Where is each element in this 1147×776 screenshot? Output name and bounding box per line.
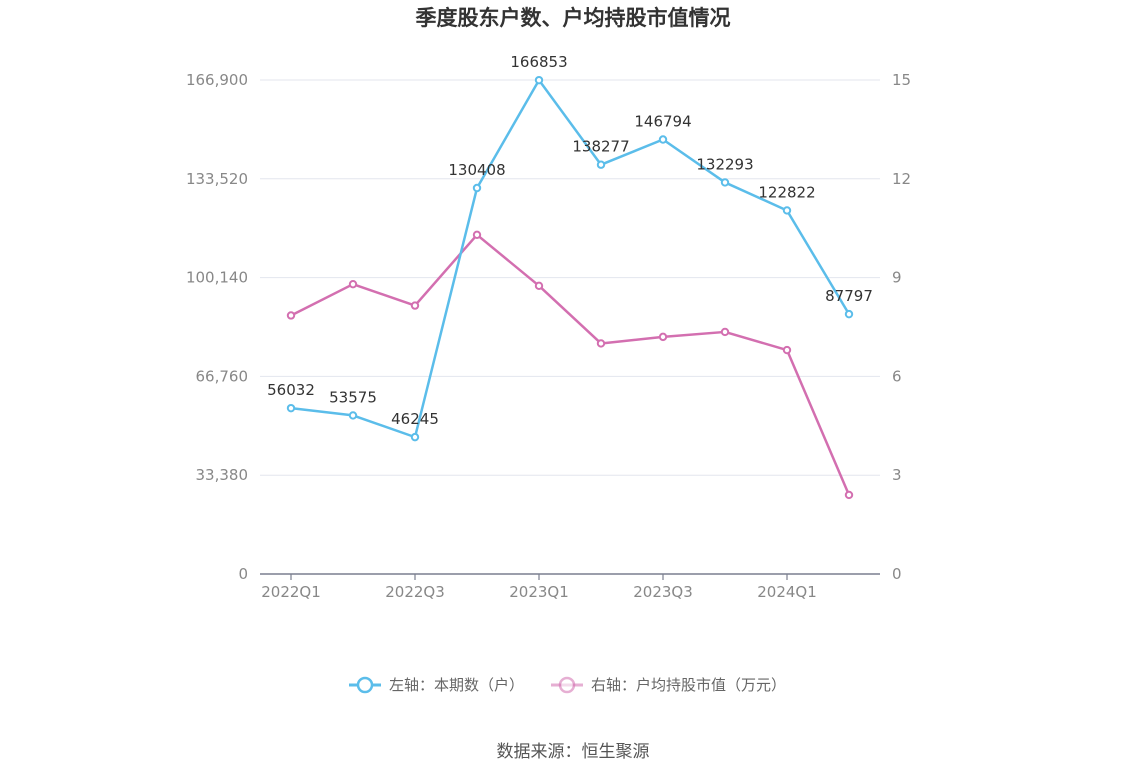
- data-label: 87797: [825, 287, 873, 305]
- legend-item-left[interactable]: 左轴：本期数（户）: [349, 676, 524, 694]
- right-tick-label: 15: [892, 71, 911, 89]
- data-point-right[interactable]: [348, 279, 358, 289]
- legend-label-right: 右轴：户均持股市值（万元）: [591, 676, 786, 694]
- data-point-left[interactable]: [472, 183, 482, 193]
- data-point-right[interactable]: [596, 339, 606, 348]
- left-tick-label: 66,760: [196, 367, 249, 385]
- x-tick-label: 2024Q1: [757, 583, 817, 601]
- series-layer: 56032 53575 46245 130408 166853 138277 146794 1…: [267, 53, 873, 500]
- chart-title: 季度股东户数、户均持股市值情况: [416, 6, 731, 30]
- data-label: 138277: [572, 138, 629, 156]
- data-label: 122822: [758, 183, 815, 201]
- data-point-left[interactable]: [844, 309, 854, 319]
- x-tick-label: 2023Q1: [509, 583, 569, 601]
- data-point-right[interactable]: [286, 311, 296, 320]
- series-line-right: [290, 233, 851, 496]
- left-tick-label: 166,900: [186, 71, 248, 89]
- legend: 左轴：本期数（户） 右轴：户均持股市值（万元）: [349, 676, 786, 694]
- data-label: 53575: [329, 388, 377, 406]
- data-point-right[interactable]: [844, 490, 854, 500]
- data-point-left[interactable]: [596, 160, 606, 169]
- series-line-left: [290, 78, 851, 439]
- right-tick-label: 12: [892, 170, 911, 188]
- right-axis: 0 3 6 9 12 15: [892, 71, 911, 583]
- x-tick-label: 2023Q3: [633, 583, 693, 601]
- data-point-left[interactable]: [782, 206, 792, 215]
- right-tick-label: 9: [892, 269, 902, 287]
- data-label: 166853: [510, 53, 567, 71]
- data-label: 46245: [391, 410, 439, 428]
- right-tick-label: 6: [892, 367, 902, 385]
- legend-item-right[interactable]: 右轴：户均持股市值（万元）: [551, 676, 786, 694]
- data-point-left[interactable]: [534, 75, 544, 85]
- data-point-right[interactable]: [720, 327, 730, 337]
- x-tick-label: 2022Q1: [261, 583, 321, 601]
- x-tick-label: 2022Q3: [385, 583, 445, 601]
- grid-lines: [260, 79, 880, 476]
- data-label: 56032: [267, 381, 315, 399]
- legend-marker-left: [356, 676, 374, 694]
- right-tick-label: 0: [892, 565, 902, 583]
- data-point-left[interactable]: [410, 432, 420, 442]
- source-note: 数据来源：恒生聚源: [497, 742, 650, 762]
- left-axis: 0 33,380 66,760 100,140 133,520 166,900: [186, 71, 248, 583]
- series-right: [286, 230, 854, 500]
- left-tick-label: 0: [238, 565, 248, 583]
- left-tick-label: 33,380: [196, 466, 249, 484]
- left-tick-label: 100,140: [186, 269, 248, 287]
- data-point-right[interactable]: [782, 345, 792, 355]
- right-tick-label: 3: [892, 466, 902, 484]
- series-left: 56032 53575 46245 130408 166853 138277 146794 1…: [267, 53, 873, 442]
- data-label: 146794: [634, 113, 691, 131]
- left-tick-label: 133,520: [186, 170, 248, 188]
- legend-label-left: 左轴：本期数（户）: [389, 676, 524, 694]
- data-point-left[interactable]: [720, 178, 730, 187]
- data-point-right[interactable]: [472, 230, 482, 239]
- data-point-left[interactable]: [348, 411, 358, 420]
- data-point-right[interactable]: [658, 332, 668, 342]
- x-axis: 2022Q1 2022Q3 2023Q1 2023Q3 2024Q1: [260, 573, 880, 601]
- data-point-left[interactable]: [286, 403, 296, 413]
- data-point-right[interactable]: [534, 281, 544, 291]
- data-point-left[interactable]: [658, 135, 668, 144]
- data-label: 130408: [448, 161, 505, 179]
- data-label: 132293: [696, 155, 753, 173]
- legend-marker-right: [558, 676, 576, 694]
- data-point-right[interactable]: [410, 301, 420, 310]
